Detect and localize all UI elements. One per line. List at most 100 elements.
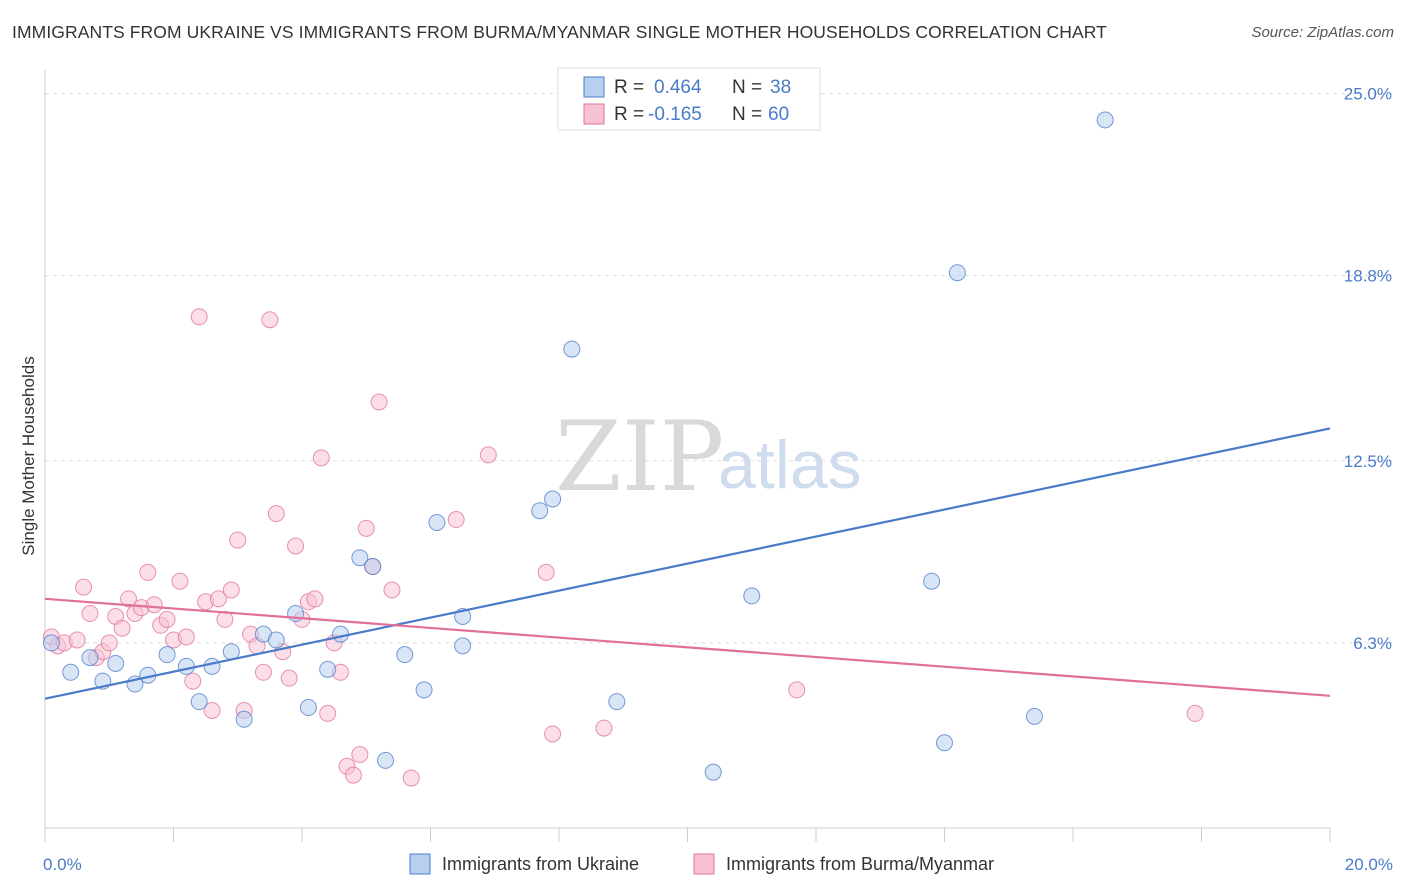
trend-lines bbox=[44, 427, 1331, 700]
point-burma-52 bbox=[402, 769, 420, 787]
point-burma-47 bbox=[351, 746, 369, 764]
trend-line-ukraine bbox=[44, 427, 1331, 700]
x-tick-label-0: 0.0% bbox=[43, 855, 82, 874]
point-ukraine-24 bbox=[428, 513, 446, 531]
legend-r-label-burma: R = bbox=[614, 104, 644, 125]
legend-swatch-ukraine bbox=[583, 76, 605, 98]
point-burma-50 bbox=[370, 393, 388, 411]
point-burma-5 bbox=[81, 605, 99, 623]
legend-r-label-ukraine: R = bbox=[614, 77, 644, 98]
point-ukraine-33 bbox=[923, 572, 941, 590]
point-burma-42 bbox=[319, 704, 337, 722]
source-label: Source: ZipAtlas.com bbox=[1251, 24, 1394, 41]
point-burma-11 bbox=[120, 590, 138, 608]
legend-swatch-burma bbox=[583, 103, 605, 125]
point-burma-22 bbox=[190, 308, 208, 326]
point-burma-53 bbox=[447, 511, 465, 529]
y-axis-label: Single Mother Households bbox=[19, 356, 38, 555]
point-ukraine-32 bbox=[743, 587, 761, 605]
y-tick-label-1: 12.5% bbox=[1344, 452, 1392, 471]
point-ukraine-25 bbox=[454, 637, 472, 655]
bottom-legend-label-ukraine: Immigrants from Ukraine bbox=[442, 854, 639, 874]
series-ukraine-points bbox=[42, 111, 1114, 781]
point-burma-51 bbox=[383, 581, 401, 599]
point-ukraine-2 bbox=[81, 649, 99, 667]
point-ukraine-28 bbox=[544, 490, 562, 508]
point-burma-25 bbox=[209, 590, 227, 608]
point-burma-36 bbox=[280, 669, 298, 687]
point-burma-48 bbox=[357, 519, 375, 537]
legend-r-value-ukraine: 0.464 bbox=[654, 77, 702, 98]
point-ukraine-14 bbox=[267, 631, 285, 649]
point-burma-19 bbox=[171, 572, 189, 590]
legend: R = 0.464 N = 38 R = -0.165 N = 60 bbox=[557, 67, 821, 131]
point-ukraine-21 bbox=[377, 751, 395, 769]
grid-lines bbox=[45, 93, 1392, 644]
x-tick-labels: 0.0% 20.0% bbox=[43, 855, 1393, 874]
point-burma-27 bbox=[222, 581, 240, 599]
chart-title: IMMIGRANTS FROM UKRAINE VS IMMIGRANTS FR… bbox=[12, 22, 1107, 42]
point-burma-33 bbox=[261, 311, 279, 329]
point-ukraine-31 bbox=[704, 763, 722, 781]
point-burma-40 bbox=[306, 590, 324, 608]
point-ukraine-34 bbox=[936, 734, 953, 752]
point-ukraine-0 bbox=[42, 634, 60, 652]
y-tick-labels: 6.3% 12.5% 18.8% 25.0% bbox=[1344, 85, 1392, 653]
point-burma-21 bbox=[184, 672, 202, 690]
point-burma-57 bbox=[595, 719, 613, 737]
point-ukraine-18 bbox=[332, 625, 350, 643]
bottom-legend-swatch-ukraine bbox=[409, 853, 431, 875]
point-burma-56 bbox=[544, 725, 562, 743]
y-tick-label-0: 6.3% bbox=[1353, 634, 1392, 653]
point-burma-17 bbox=[158, 610, 176, 628]
point-burma-3 bbox=[68, 631, 86, 649]
point-burma-54 bbox=[479, 446, 497, 464]
y-tick-label-2: 18.8% bbox=[1344, 267, 1392, 286]
trend-line-burma bbox=[44, 597, 1331, 697]
point-burma-28 bbox=[229, 531, 247, 549]
point-ukraine-4 bbox=[107, 654, 125, 672]
point-ukraine-9 bbox=[190, 693, 208, 711]
legend-n-label-ukraine: N = bbox=[732, 77, 762, 98]
point-burma-59 bbox=[1186, 704, 1204, 722]
point-ukraine-35 bbox=[948, 264, 966, 282]
y-tick-label-3: 25.0% bbox=[1344, 85, 1392, 104]
point-ukraine-7 bbox=[158, 646, 176, 664]
point-burma-37 bbox=[287, 537, 305, 555]
point-ukraine-10 bbox=[203, 657, 221, 675]
point-ukraine-1 bbox=[62, 663, 80, 681]
legend-n-label-burma: N = bbox=[732, 104, 762, 125]
point-burma-4 bbox=[75, 578, 93, 596]
point-burma-41 bbox=[312, 449, 330, 467]
bottom-legend: Immigrants from Ukraine Immigrants from … bbox=[409, 853, 994, 875]
point-ukraine-29 bbox=[563, 340, 581, 358]
point-burma-24 bbox=[203, 701, 221, 719]
point-ukraine-19 bbox=[351, 549, 369, 567]
watermark: ZIP atlas bbox=[555, 401, 862, 513]
axes bbox=[44, 70, 1331, 842]
point-burma-8 bbox=[100, 634, 118, 652]
bottom-legend-swatch-burma bbox=[693, 853, 715, 875]
point-burma-46 bbox=[344, 766, 362, 784]
point-burma-55 bbox=[537, 563, 555, 581]
point-ukraine-16 bbox=[299, 699, 317, 717]
point-burma-10 bbox=[113, 619, 131, 637]
x-tick-label-1: 20.0% bbox=[1345, 855, 1393, 874]
point-ukraine-37 bbox=[1096, 111, 1114, 129]
point-ukraine-17 bbox=[319, 660, 337, 678]
watermark-zip: ZIP bbox=[555, 401, 724, 513]
legend-r-value-burma: -0.165 bbox=[648, 104, 702, 125]
point-ukraine-30 bbox=[608, 693, 626, 711]
point-ukraine-12 bbox=[235, 710, 253, 728]
point-ukraine-23 bbox=[415, 681, 433, 699]
legend-n-value-ukraine: 38 bbox=[770, 77, 791, 98]
point-burma-15 bbox=[145, 596, 163, 614]
point-ukraine-8 bbox=[177, 657, 195, 675]
point-ukraine-36 bbox=[1025, 707, 1043, 725]
point-ukraine-20 bbox=[364, 558, 382, 576]
point-burma-14 bbox=[139, 563, 157, 581]
bottom-legend-label-burma: Immigrants from Burma/Myanmar bbox=[726, 854, 994, 874]
legend-n-value-burma: 60 bbox=[768, 104, 789, 125]
point-burma-58 bbox=[788, 681, 806, 699]
